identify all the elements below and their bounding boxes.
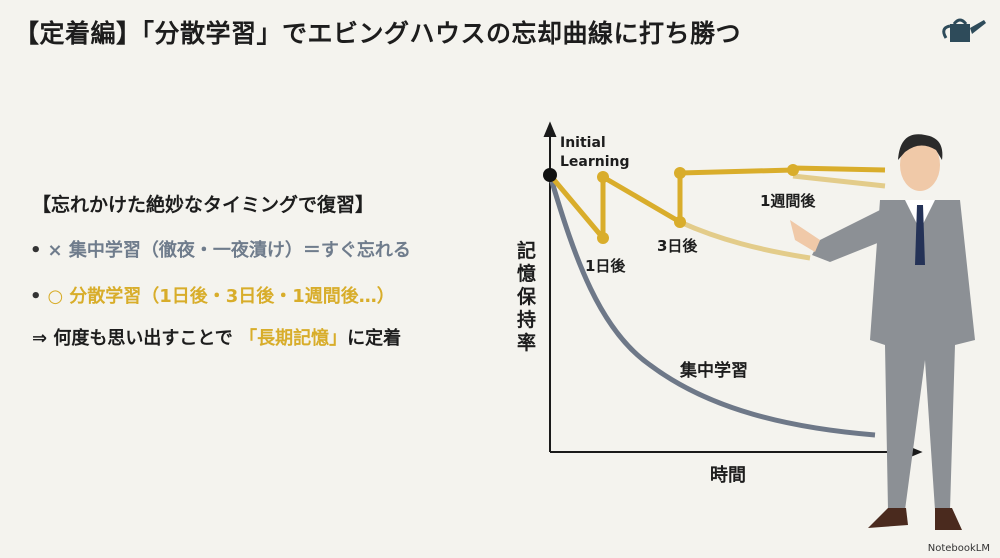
bullet-heading: 【忘れかけた絶妙なタイミングで復習】 — [32, 194, 375, 216]
spaced-fade-1 — [678, 219, 811, 261]
bullet-spaced-text: 分散学習（1日後・3日後・1週間後…） — [69, 286, 395, 307]
y-axis-label: 記憶保持率 — [517, 240, 537, 354]
review-label-3day: 3日後 — [657, 237, 698, 255]
bullet-dot: • — [30, 240, 42, 261]
review-point — [787, 164, 799, 176]
massed-learning-label: 集中学習 — [680, 361, 748, 381]
bullet-massed: • × 集中学習（徹夜・一夜漬け）＝すぐ忘れる — [30, 236, 411, 262]
bullet-spaced: • ○ 分散学習（1日後・3日後・1週間後…） — [30, 282, 395, 308]
review-point — [597, 171, 609, 183]
presenter-illustration — [790, 134, 975, 530]
circle-mark: ○ — [47, 286, 64, 307]
watering-can-icon — [942, 18, 986, 42]
review-point — [674, 216, 686, 228]
review-point — [597, 232, 609, 244]
conclusion-highlight: 「長期記憶」 — [239, 328, 348, 349]
massed-learning-curve — [547, 174, 876, 438]
initial-learning-label: Initial Learning — [560, 135, 630, 170]
spaced-fade-2 — [792, 173, 886, 189]
conclusion: ⇒ 何度も思い出すことで 「長期記憶」に定着 — [32, 324, 401, 350]
bullet-dot: • — [30, 286, 42, 307]
bullet-massed-text: × 集中学習（徹夜・一夜漬け）＝すぐ忘れる — [47, 240, 411, 261]
x-axis-label: 時間 — [710, 465, 746, 486]
notebooklm-watermark: NotebookLM — [927, 543, 990, 554]
review-label-1day: 1日後 — [585, 257, 626, 275]
y-axis-arrow — [543, 121, 557, 137]
conclusion-suffix: に定着 — [347, 328, 402, 349]
review-label-1week: 1週間後 — [760, 192, 816, 210]
review-point — [674, 167, 686, 179]
slide-title: 【定着編】「分散学習」でエビングハウスの忘却曲線に打ち勝つ — [14, 19, 742, 48]
review-points — [597, 164, 799, 244]
conclusion-prefix: ⇒ 何度も思い出すことで — [32, 328, 233, 349]
initial-learning-point — [543, 168, 557, 182]
